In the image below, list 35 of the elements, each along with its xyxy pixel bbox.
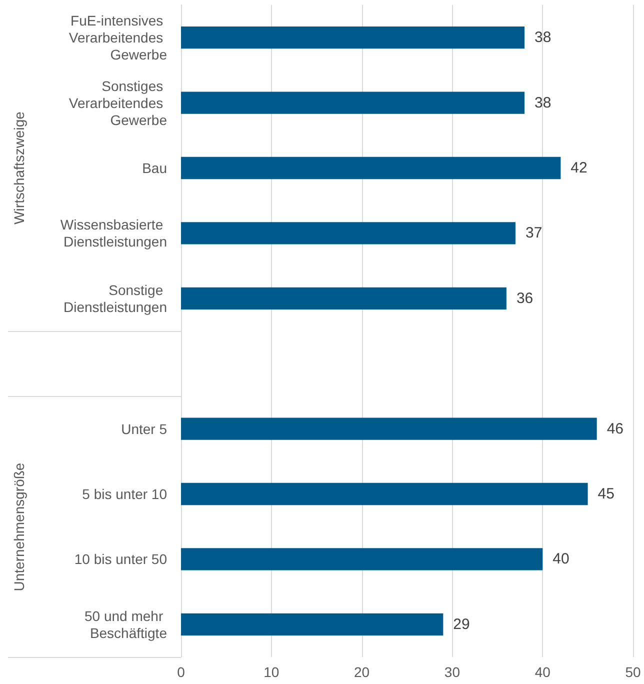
x-tick-label: 30 <box>444 664 460 680</box>
y-tick-label: 50 und mehr Beschäftigte <box>84 608 168 641</box>
bar <box>181 26 525 49</box>
y-tick-label: Sonstige Dienstleistungen <box>63 282 167 315</box>
bar <box>181 548 543 570</box>
y-tick-label: Sonstiges Verarbeitendes Gewerbe <box>68 78 168 128</box>
text: Unternehmensgröße <box>11 462 27 591</box>
text: Wirtschaftszweige <box>11 112 27 224</box>
bar <box>181 287 506 310</box>
y-tick-label: Wissensbasierte Dienstleistungen <box>60 216 167 250</box>
data-label: 42 <box>570 160 588 176</box>
data-label: 40 <box>552 550 570 568</box>
y-tick-label: 10 bis unter 50 <box>74 551 168 568</box>
x-tick-label: 10 <box>264 664 280 680</box>
bar <box>181 482 588 506</box>
y-tick-label: Bau <box>142 160 167 176</box>
y-tick-label: FuE-intensives Verarbeitendes Gewerbe <box>68 12 168 63</box>
y-tick-label: Unter 5 <box>121 420 168 437</box>
x-tick-label: 0 <box>177 664 186 680</box>
data-label: 38 <box>534 94 552 112</box>
data-label: 45 <box>598 486 614 502</box>
x-tick-label: 40 <box>534 664 551 680</box>
data-label: 37 <box>525 224 542 242</box>
bar <box>181 156 561 180</box>
bar <box>181 222 516 244</box>
data-label: 38 <box>534 29 552 46</box>
data-label: 36 <box>516 290 534 307</box>
bar <box>181 92 525 114</box>
x-tick-label: 50 <box>625 664 641 680</box>
data-label: 29 <box>453 616 470 633</box>
x-tick-label: 20 <box>354 664 370 680</box>
bar <box>181 418 597 440</box>
y-tick-label: 5 bis unter 10 <box>82 486 168 502</box>
bar <box>181 613 444 636</box>
data-label: 46 <box>606 420 624 438</box>
